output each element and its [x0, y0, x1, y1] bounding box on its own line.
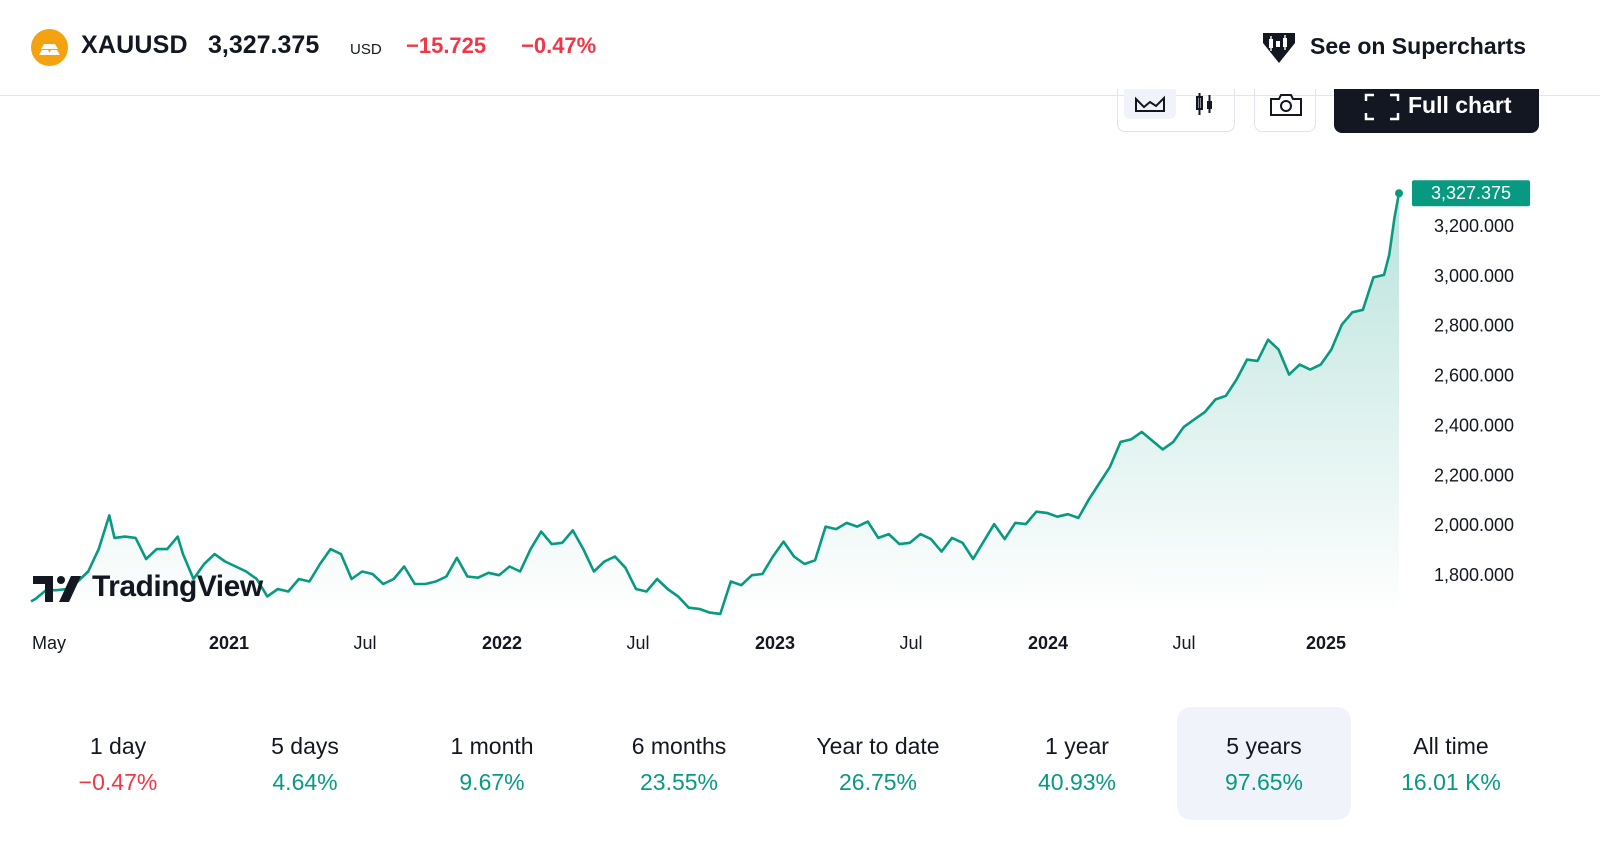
- period-label: 1 month: [450, 733, 534, 759]
- y-tick-label: 3,000.000: [1434, 266, 1514, 286]
- period-change-value: 97.65%: [1224, 769, 1303, 795]
- x-tick-label: 2025: [1306, 633, 1346, 653]
- period-label: 5 days: [271, 733, 339, 759]
- period-label: 1 year: [1045, 733, 1109, 759]
- see-on-supercharts-link[interactable]: See on Supercharts: [1310, 33, 1527, 59]
- candlestick-button[interactable]: [1178, 89, 1230, 119]
- camera-icon: [1270, 94, 1302, 116]
- tradingview-diamond-icon[interactable]: [1259, 29, 1299, 70]
- period-1-month[interactable]: 1 month 9.67%: [405, 707, 579, 820]
- period-label: 6 months: [631, 733, 727, 759]
- period-label: 1 day: [89, 733, 147, 759]
- price-line: [30, 192, 1401, 616]
- period-change-value: 26.75%: [838, 769, 917, 795]
- x-tick-label: 2023: [755, 633, 795, 653]
- x-tick-label: 2022: [482, 633, 522, 653]
- tradingview-watermark: TradingView: [92, 570, 263, 603]
- period-label: 5 years: [1226, 733, 1302, 759]
- y-tick-label: 2,000.000: [1434, 515, 1514, 535]
- period-all-time[interactable]: All time 16.01 K%: [1364, 707, 1538, 820]
- y-tick-label: 2,600.000: [1434, 366, 1514, 386]
- period-change-value: −0.47%: [78, 769, 158, 795]
- last-price-badge: 3,327.375: [1412, 180, 1530, 207]
- period-change-value: 40.93%: [1037, 769, 1116, 795]
- period-5-days[interactable]: 5 days 4.64%: [218, 707, 392, 820]
- period-5-years[interactable]: 5 years 97.65%: [1177, 707, 1351, 820]
- period-label: Year to date: [816, 733, 940, 759]
- candlestick-icon: [1196, 93, 1212, 115]
- x-tick-label: Jul: [353, 633, 376, 653]
- period-label: All time: [1413, 733, 1489, 759]
- x-tick-label: Jul: [899, 633, 922, 653]
- price-chart[interactable]: 1,800.000 2,000.000 2,200.000 2,400.000 2,60…: [0, 140, 1600, 670]
- period-6-months[interactable]: 6 months 23.55%: [592, 707, 766, 820]
- y-tick-label: 2,800.000: [1434, 316, 1514, 336]
- last-price-badge-label: 3,327.375: [1431, 183, 1511, 203]
- fullscreen-icon: [1364, 93, 1400, 121]
- price-change-percent: −0.47%: [521, 33, 597, 58]
- currency-label: USD: [350, 41, 382, 58]
- snapshot-button[interactable]: [1254, 89, 1316, 132]
- symbol-name: XAUUSD: [81, 31, 188, 59]
- tradingview-logo-icon: [33, 576, 81, 602]
- full-chart-label: Full chart: [1408, 92, 1512, 118]
- period-1-year[interactable]: 1 year 40.93%: [990, 707, 1164, 820]
- x-tick-label: Jul: [1172, 633, 1195, 653]
- y-axis: 1,800.000 2,000.000 2,200.000 2,400.000 2,60…: [1434, 216, 1514, 585]
- period-1-day[interactable]: 1 day −0.47%: [31, 707, 205, 820]
- y-tick-label: 2,200.000: [1434, 465, 1514, 485]
- y-tick-label: 1,800.000: [1434, 565, 1514, 585]
- y-tick-label: 3,200.000: [1434, 216, 1514, 236]
- area-chart-icon: [1135, 95, 1165, 112]
- chart-type-toggle: [1117, 89, 1235, 132]
- x-tick-label: Jul: [626, 633, 649, 653]
- gold-bars-icon: [31, 29, 68, 66]
- period-change-value: 9.67%: [459, 769, 525, 795]
- last-price-dot: [1395, 189, 1403, 198]
- x-tick-label: 2024: [1028, 633, 1068, 653]
- period-change-value: 16.01 K%: [1401, 769, 1501, 795]
- x-tick-label: May: [32, 633, 66, 653]
- last-price: 3,327.375: [208, 31, 320, 59]
- period-change-value: 4.64%: [272, 769, 338, 795]
- x-axis: May 2021 Jul 2022 Jul 2023 Jul 2024 Jul 2025: [32, 633, 1346, 653]
- area-chart-button[interactable]: [1124, 89, 1176, 119]
- period-year-to-date[interactable]: Year to date 26.75%: [791, 707, 965, 820]
- period-selector: 1 day −0.47% 5 days 4.64% 1 month 9.67% 6 mont…: [0, 707, 1600, 820]
- y-tick-label: 2,400.000: [1434, 415, 1514, 435]
- full-chart-button[interactable]: Full chart: [1334, 89, 1539, 133]
- symbol-header: XAUUSD 3,327.375 USD −15.725 −0.47% See …: [0, 0, 1600, 96]
- period-change-value: 23.55%: [639, 769, 718, 795]
- price-change: −15.725: [406, 33, 487, 58]
- price-area: [31, 193, 1399, 614]
- x-tick-label: 2021: [209, 633, 249, 653]
